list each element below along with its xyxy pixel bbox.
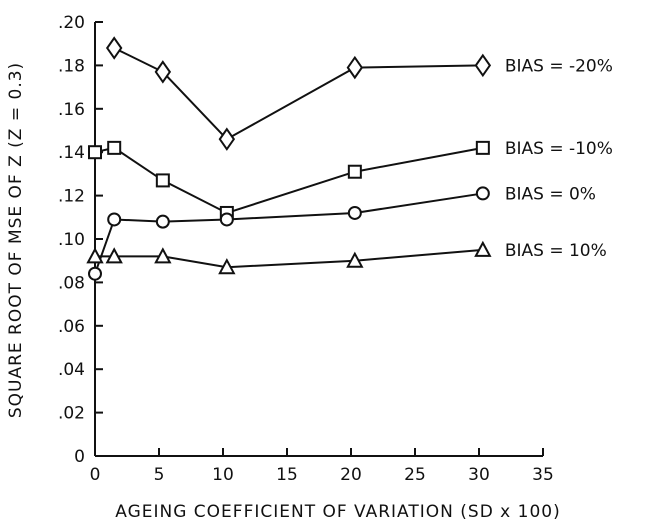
- data-point-bias-20: [474, 53, 492, 78]
- data-point-bias-10: [474, 240, 492, 257]
- data-point-bias-20: [154, 60, 172, 84]
- y-tick-label: .08: [58, 273, 85, 293]
- x-tick-label: 35: [532, 465, 554, 485]
- x-tick-label: 15: [276, 465, 298, 485]
- data-point-bias-10: [475, 140, 490, 155]
- y-tick-label: .06: [58, 317, 85, 337]
- series-label-bias-20: BIAS = -20%: [505, 56, 613, 76]
- series-label-bias-10: BIAS = 10%: [505, 241, 607, 261]
- data-point-bias-0: [475, 186, 490, 201]
- y-tick-label: .18: [58, 56, 85, 76]
- data-point-bias-10: [347, 164, 362, 179]
- data-point-bias-0: [347, 205, 362, 220]
- series-line-bias-20: [113, 47, 483, 141]
- data-point-bias-10: [154, 247, 172, 264]
- x-tick-label: 20: [340, 465, 362, 485]
- x-tick-label: 5: [154, 465, 165, 485]
- y-tick-label: .02: [58, 404, 85, 424]
- data-point-bias-10: [346, 251, 364, 268]
- series-label-bias-10: BIAS = -10%: [505, 139, 613, 159]
- data-point-bias-20: [218, 127, 236, 151]
- y-tick-label: .16: [58, 100, 85, 120]
- data-point-bias-20: [105, 36, 123, 60]
- y-axis-title: SQUARE ROOT OF MSE OF Z (Z = 0.3): [6, 62, 26, 418]
- series-labels: BIAS = -20% BIAS = -10% BIAS = 0% BIAS = 10…: [505, 56, 613, 260]
- series-lines: [94, 47, 484, 275]
- data-point-bias-10: [155, 173, 170, 188]
- data-point-bias-10: [86, 247, 104, 264]
- x-tick-label: 0: [90, 465, 101, 485]
- y-tick-label: .14: [58, 143, 85, 163]
- data-point-bias-0: [107, 212, 122, 227]
- x-tick-label: 25: [404, 465, 426, 485]
- data-point-bias-0: [219, 212, 234, 227]
- series-line-bias-0: [94, 192, 483, 275]
- data-point-bias-0: [88, 266, 102, 281]
- y-tick-label: .12: [58, 187, 85, 207]
- y-tick-label: .04: [58, 360, 85, 380]
- axes: 0 5 10 15 20 25 30 35 0 .02 .04 .06 .08 .10 .12 .14 .16.…: [58, 13, 554, 485]
- data-point-bias-0: [155, 214, 170, 229]
- data-point-bias-20: [346, 55, 364, 80]
- data-point-bias-10: [88, 145, 102, 160]
- series-markers: [86, 36, 492, 281]
- series-line-bias-10: [95, 248, 483, 269]
- data-point-bias-10: [107, 140, 122, 155]
- x-tick-label: 30: [468, 465, 490, 485]
- x-axis-title: AGEING COEFFICIENT OF VARIATION (SD x 10…: [115, 502, 560, 522]
- data-point-bias-10: [218, 258, 236, 275]
- x-tick-label: 10: [212, 465, 234, 485]
- y-tick-label: 0: [74, 447, 85, 467]
- y-tick-label: .10: [58, 230, 85, 250]
- data-point-bias-10: [105, 247, 123, 264]
- series-label-bias-0: BIAS = 0%: [505, 184, 596, 204]
- y-tick-label: .20: [58, 13, 85, 33]
